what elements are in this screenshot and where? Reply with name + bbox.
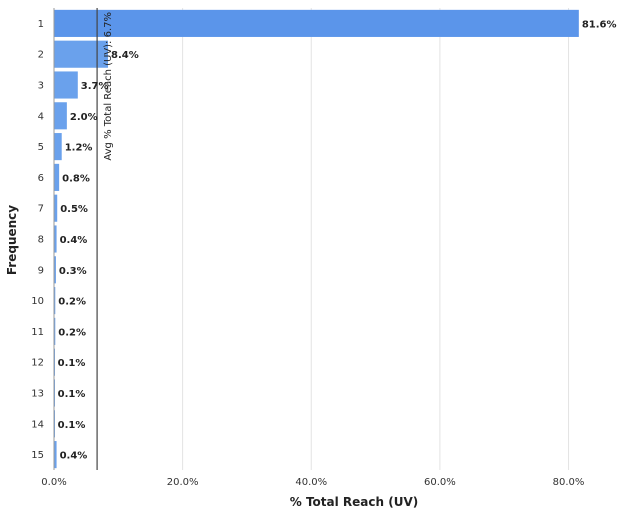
bar-value-label: 0.1%: [58, 358, 86, 369]
bar-value-label: 2.0%: [70, 112, 98, 123]
y-axis-title: Frequency: [5, 205, 19, 275]
grid-layer: [182, 8, 570, 470]
bar: [54, 163, 60, 191]
y-tick-label: 10: [31, 296, 44, 307]
x-axis-title: % Total Reach (UV): [290, 495, 418, 509]
bar-value-label: 0.4%: [60, 451, 88, 462]
bar-value-label: 0.2%: [58, 327, 86, 338]
y-tick-label: 13: [31, 389, 44, 400]
y-tick-label: 1: [38, 19, 44, 30]
y-tick-label: 5: [38, 142, 44, 153]
bar-value-label: 0.3%: [59, 266, 87, 277]
bar: [54, 40, 109, 68]
bar-value-label: 3.7%: [81, 81, 109, 92]
y-tick-label: 6: [38, 173, 44, 184]
bar-value-label: 8.4%: [111, 50, 139, 61]
bar: [54, 102, 67, 130]
bar: [54, 9, 579, 37]
bar: [54, 133, 62, 161]
bar-value-label: 81.6%: [582, 19, 617, 30]
y-tick-label: 9: [38, 265, 44, 276]
bar: [54, 71, 78, 99]
y-tick-label: 4: [38, 111, 44, 122]
bar-layer: [54, 9, 579, 469]
bar-value-label: 0.8%: [62, 173, 90, 184]
average-reference-label: Avg % Total Reach (UV): 6.7%: [103, 12, 114, 161]
y-tick-label: 12: [31, 358, 44, 369]
x-tick-label: 80.0%: [553, 477, 585, 488]
bar-value-label: 0.1%: [58, 389, 86, 400]
bar-value-label: 0.1%: [58, 420, 86, 431]
x-tick-label: 40.0%: [295, 477, 327, 488]
y-tick-label: 15: [31, 450, 44, 461]
y-tick-label: 2: [38, 50, 44, 61]
reference-line-layer: Avg % Total Reach (UV): 6.7%: [96, 8, 114, 470]
y-tick-label: 8: [38, 235, 44, 246]
bar: [54, 441, 57, 469]
axis-layer: % Total Reach (UV) Frequency 0.0% 20.0% 40…: [5, 8, 584, 509]
bar: [54, 256, 56, 284]
label-layer: 81.6% 8.4% 3.7% 2.0% 1.2% 0.8% 0.5% 0.4% 0.3% 0.2…: [58, 19, 617, 461]
bar-value-label: 0.2%: [58, 297, 86, 308]
y-tick-label: 7: [38, 204, 44, 215]
x-tick-label: 20.0%: [167, 477, 199, 488]
bar: [54, 317, 56, 345]
bar-value-label: 1.2%: [65, 143, 93, 154]
bar-value-label: 0.4%: [60, 235, 88, 246]
y-tick-label: 3: [38, 81, 44, 92]
bar: [54, 287, 56, 315]
x-tick-label: 0.0%: [41, 477, 66, 488]
x-tick-label: 60.0%: [424, 477, 456, 488]
bar: [54, 194, 58, 222]
y-tick-label: 14: [31, 419, 44, 430]
y-tick-label: 11: [31, 327, 44, 338]
bar-value-label: 0.5%: [60, 204, 88, 215]
bar: [54, 225, 57, 253]
